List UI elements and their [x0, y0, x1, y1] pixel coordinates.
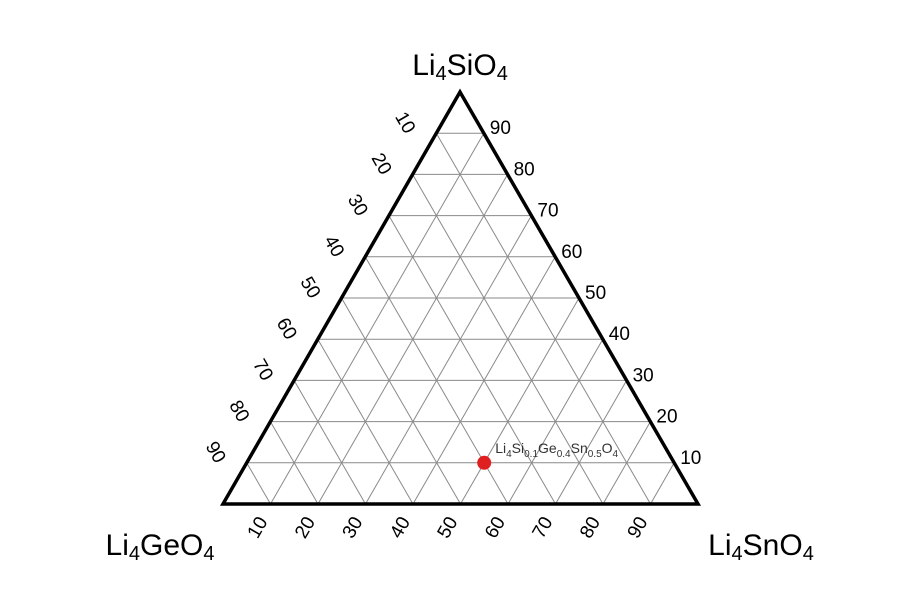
left-edge-tick-label: 70: [248, 356, 277, 385]
grid-line: [650, 462, 675, 505]
left-edge-tick-label: 40: [319, 232, 348, 261]
bottom-edge-tick-label: 10: [244, 513, 273, 542]
right-edge-tick-label: 40: [609, 324, 630, 345]
vertex-label-left: Li4GeO4: [106, 529, 215, 565]
right-edge-tick-label: 80: [514, 159, 535, 180]
right-edge-tick-label: 30: [633, 365, 654, 386]
grid-lines: [246, 132, 675, 505]
grid-line: [555, 380, 628, 505]
grid-line: [435, 132, 651, 505]
data-point: [477, 455, 492, 470]
grid-line: [460, 297, 580, 505]
grid-line: [269, 421, 319, 505]
vertex-label-right: Li4SnO4: [708, 529, 814, 565]
left-edge-tick-label: 10: [390, 109, 419, 138]
right-edge-tick-label: 50: [585, 283, 606, 304]
grid-line: [341, 297, 461, 505]
grid-line: [412, 174, 604, 505]
grid-line: [270, 132, 485, 505]
grid-line: [246, 462, 271, 505]
right-edge-tick-label: 60: [561, 242, 582, 263]
left-edge-tick-label: 30: [343, 191, 372, 220]
grid-line: [365, 215, 532, 505]
bottom-edge-tick-label: 30: [339, 513, 368, 542]
left-edge-tick-label: 50: [296, 273, 325, 302]
vertex-labels: Li4SiO4 Li4GeO4 Li4SnO4: [106, 49, 814, 565]
data-point-label: Li4Si0.1Ge0.4Sn0.5O4: [495, 440, 618, 460]
triangle-frame: [219, 88, 702, 506]
bottom-edge-tick-label: 40: [386, 513, 415, 542]
bottom-edge-tick-label: 90: [624, 513, 653, 542]
grid-line: [293, 380, 366, 505]
left-edge-tick-label: 90: [201, 438, 230, 467]
left-edge-tick-label: 20: [367, 150, 396, 179]
right-edge-tick-label: 20: [656, 407, 677, 428]
bottom-edge-tick-label: 70: [529, 513, 558, 542]
left-edge-tick-label: 80: [224, 397, 253, 426]
bottom-edge-tick-label: 80: [576, 513, 605, 542]
bottom-edge-tick-label: 50: [434, 513, 463, 542]
bottom-edge-tick-label: 20: [291, 513, 320, 542]
bottom-edge-tick-label: 60: [481, 513, 510, 542]
vertex-label-top: Li4SiO4: [412, 49, 508, 85]
grid-line: [388, 215, 556, 505]
right-edge-tick-label: 10: [680, 448, 701, 469]
grid-line: [317, 338, 414, 505]
right-edge-tick-label: 90: [490, 118, 511, 139]
data-points: Li4Si0.1Ge0.4Sn0.5O4: [477, 440, 619, 470]
left-edge-tick-label: 60: [272, 315, 301, 344]
right-edge-tick-label: 70: [537, 201, 558, 222]
